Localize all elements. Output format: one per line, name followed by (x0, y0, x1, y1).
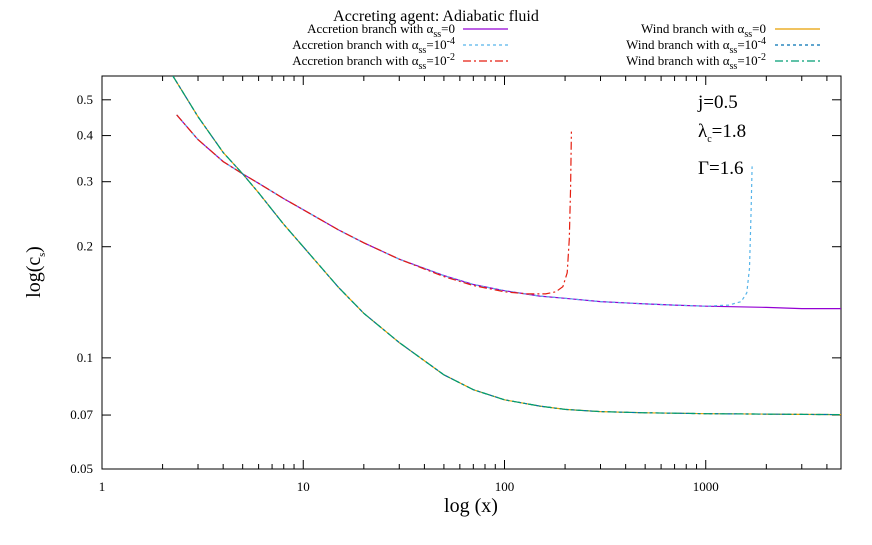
legend-label: Accretion branch with αss=10-4 (292, 36, 455, 56)
plot-frame (101, 75, 842, 470)
y-tick-label: 0.2 (77, 239, 93, 254)
y-tick-label: 0.4 (77, 128, 94, 143)
chart-title: Accreting agent: Adiabatic fluid (333, 8, 539, 25)
y-tick-label: 0.5 (77, 92, 93, 107)
y-axis-label: log(cs) (23, 246, 48, 298)
x-axis-label: log (x) (444, 495, 498, 517)
x-tick-label: 1 (99, 479, 106, 494)
y-tick-label: 0.3 (77, 174, 93, 189)
series-group (172, 76, 841, 416)
legend-label: Wind branch with αss=0 (641, 21, 766, 40)
annotation: λc=1.8 (698, 121, 746, 145)
y-tick-label: 0.07 (70, 407, 93, 422)
y-axis-label-tail: ) (23, 246, 45, 253)
y-axis-label-sub: s (37, 253, 48, 257)
legend-label: Accretion branch with αss=0 (307, 21, 455, 40)
y-tick-label: 0.05 (70, 461, 93, 476)
annotation: Γ=1.6 (698, 158, 743, 179)
annotation: j=0.5 (697, 92, 738, 113)
series-line-1 (176, 114, 841, 310)
series-line-3 (176, 114, 572, 295)
series-line-6 (172, 76, 841, 416)
y-axis-label-main: log(c (23, 257, 45, 298)
x-tick-label: 1000 (693, 479, 719, 494)
legend-label: Wind branch with αss=10-2 (626, 52, 766, 72)
axis-ticks: 1 10 100 1000 0.05 0.07 0.1 0.2 0.3 0.4 0.5 (70, 76, 841, 494)
legend-label: Accretion branch with αss=10-2 (292, 52, 455, 72)
series-line-2 (176, 114, 753, 307)
x-tick-label: 10 (297, 479, 310, 494)
legend-label: Wind branch with αss=10-4 (626, 36, 766, 56)
annotations: j=0.5 λc=1.8 Γ=1.6 (697, 92, 746, 179)
y-tick-label: 0.1 (77, 350, 93, 365)
x-tick-label: 100 (495, 479, 515, 494)
